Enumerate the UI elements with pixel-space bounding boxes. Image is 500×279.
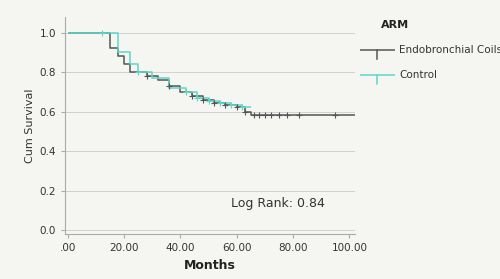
Text: Log Rank: 0.84: Log Rank: 0.84 xyxy=(231,197,325,210)
Text: ARM: ARM xyxy=(381,20,409,30)
X-axis label: Months: Months xyxy=(184,259,236,272)
Y-axis label: Cum Survival: Cum Survival xyxy=(26,88,36,163)
Text: Endobronchial Coils: Endobronchial Coils xyxy=(399,45,500,55)
Text: Control: Control xyxy=(399,70,437,80)
